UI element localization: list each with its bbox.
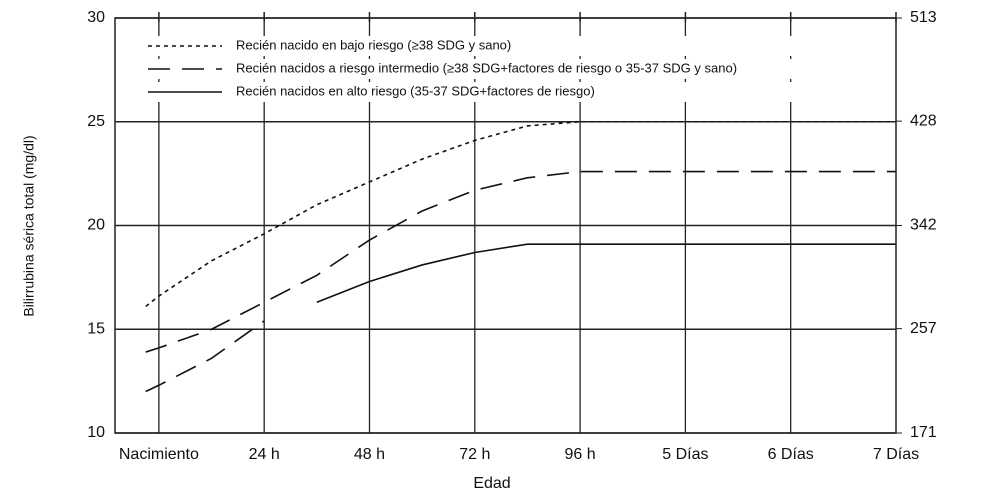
x-axis-label: Edad — [473, 475, 510, 492]
legend-bg — [145, 59, 890, 79]
legend-label: Recién nacidos en alto riesgo (35-37 SDG… — [236, 83, 595, 98]
x-tick-label: 96 h — [565, 446, 596, 463]
x-tick-label: 5 Días — [662, 446, 708, 463]
y-tick-label: 25 — [87, 113, 105, 130]
legend-label: Recién nacidos a riesgo intermedio (≥38 … — [236, 60, 737, 75]
x-tick-label: 48 h — [354, 446, 385, 463]
series-line — [145, 120, 896, 308]
x-tick-label: 24 h — [249, 446, 280, 463]
y-tick-label: 15 — [87, 320, 105, 337]
y-tick-label: 20 — [87, 217, 105, 234]
series-line — [145, 170, 896, 353]
series-line — [145, 320, 265, 393]
legend-label: Recién nacido en bajo riesgo (≥38 SDG y … — [236, 37, 511, 52]
y-axis-label: Bilirrubina sérica total (mg/dl) — [21, 135, 37, 316]
y-tick-label: 30 — [87, 9, 105, 26]
y-tick-label: 10 — [87, 424, 105, 441]
y2-tick-label: 171 — [910, 424, 937, 441]
legend-bg — [145, 36, 890, 56]
x-tick-label: 72 h — [459, 446, 490, 463]
y2-tick-label: 342 — [910, 217, 937, 234]
y2-tick-label: 257 — [910, 320, 937, 337]
legend-bg — [145, 82, 890, 102]
series-line — [316, 243, 896, 304]
y2-tick-label: 513 — [910, 9, 937, 26]
x-tick-label: 6 Días — [768, 446, 814, 463]
y2-tick-label: 428 — [910, 112, 937, 129]
x-tick-label: Nacimiento — [119, 446, 199, 463]
x-tick-label: 7 Días — [873, 446, 919, 463]
